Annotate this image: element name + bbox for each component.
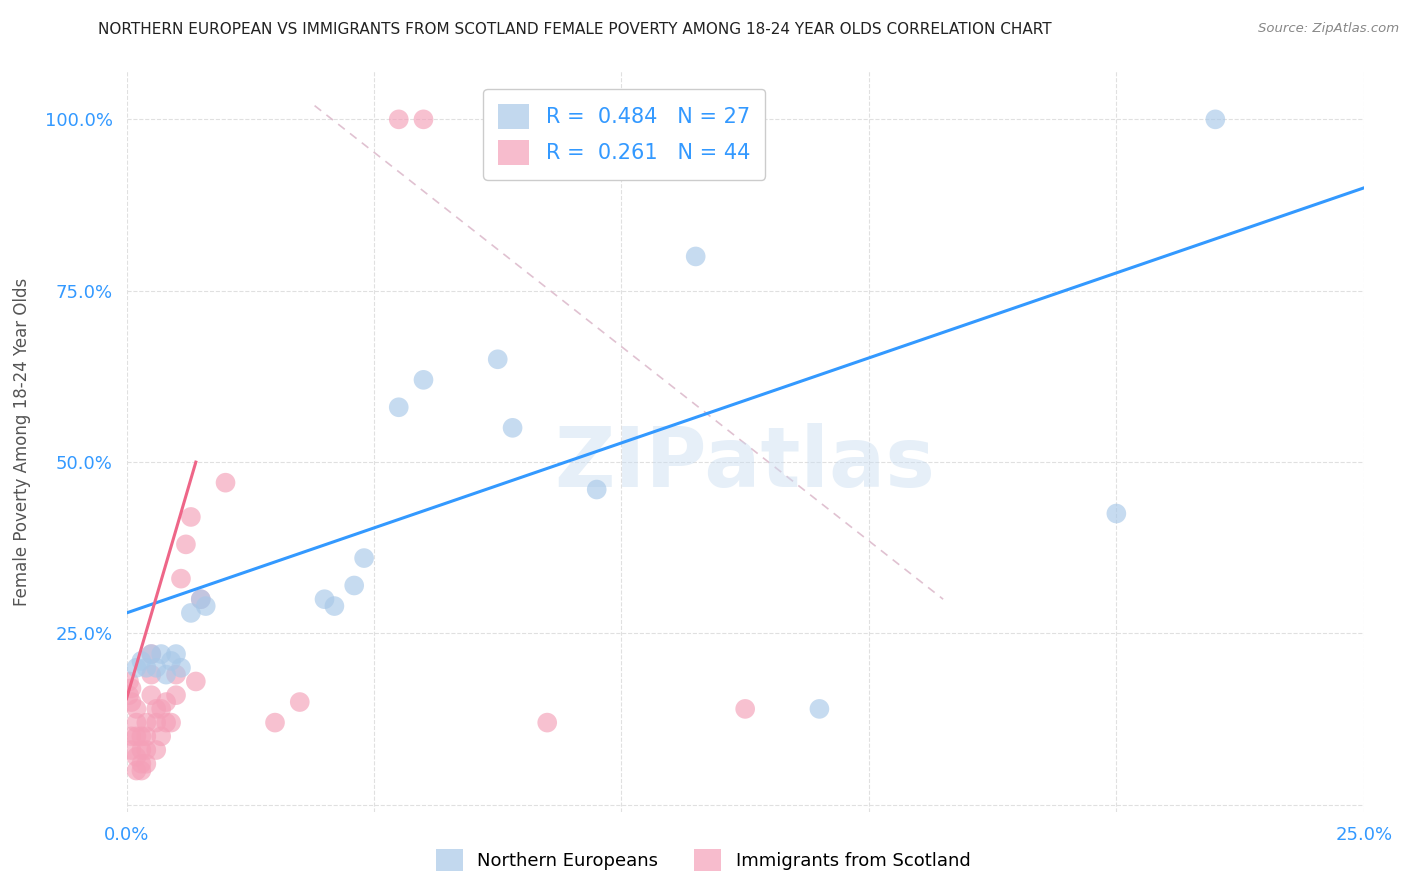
Point xyxy=(135,729,157,743)
Point xyxy=(155,715,177,730)
Point xyxy=(264,715,287,730)
Point xyxy=(353,551,375,566)
Point xyxy=(118,688,141,702)
Point xyxy=(121,743,143,757)
Point xyxy=(135,715,157,730)
Point xyxy=(141,667,163,681)
Point xyxy=(155,667,177,681)
Point xyxy=(388,401,411,415)
Point xyxy=(118,674,141,689)
Point xyxy=(131,764,153,778)
Point xyxy=(125,661,148,675)
Point xyxy=(214,475,236,490)
Point xyxy=(141,688,163,702)
Point xyxy=(145,702,167,716)
Point xyxy=(150,729,173,743)
Point xyxy=(685,250,707,264)
Point xyxy=(125,764,148,778)
Point xyxy=(1105,507,1128,521)
Point xyxy=(131,729,153,743)
Point xyxy=(131,756,153,771)
Text: ZIPatlas: ZIPatlas xyxy=(555,423,935,504)
Text: Source: ZipAtlas.com: Source: ZipAtlas.com xyxy=(1258,22,1399,36)
Point xyxy=(145,715,167,730)
Y-axis label: Female Poverty Among 18-24 Year Olds: Female Poverty Among 18-24 Year Olds xyxy=(13,277,31,606)
Point xyxy=(190,592,212,607)
Point xyxy=(121,695,143,709)
Point xyxy=(145,743,167,757)
Point xyxy=(808,702,831,716)
Point xyxy=(170,572,193,586)
Point xyxy=(135,743,157,757)
Point xyxy=(131,743,153,757)
Point xyxy=(125,750,148,764)
Point xyxy=(135,661,157,675)
Point xyxy=(536,715,558,730)
Point xyxy=(190,592,212,607)
Point xyxy=(165,647,187,661)
Point xyxy=(125,702,148,716)
Legend: R =  0.484   N = 27, R =  0.261   N = 44: R = 0.484 N = 27, R = 0.261 N = 44 xyxy=(484,89,765,179)
Point xyxy=(155,695,177,709)
Point xyxy=(314,592,336,607)
Point xyxy=(323,599,346,613)
Point xyxy=(610,112,633,127)
Point xyxy=(174,537,197,551)
Point xyxy=(121,681,143,696)
Point xyxy=(150,647,173,661)
Point xyxy=(180,510,202,524)
Point xyxy=(180,606,202,620)
Point xyxy=(388,112,411,127)
Point xyxy=(160,715,183,730)
Point xyxy=(121,729,143,743)
Point xyxy=(194,599,217,613)
Point xyxy=(288,695,311,709)
Point xyxy=(160,654,183,668)
Point xyxy=(585,483,607,497)
Point xyxy=(135,756,157,771)
Point xyxy=(1204,112,1226,127)
Point xyxy=(184,674,207,689)
Point xyxy=(125,715,148,730)
Point xyxy=(502,421,524,435)
Point xyxy=(343,578,366,592)
Text: NORTHERN EUROPEAN VS IMMIGRANTS FROM SCOTLAND FEMALE POVERTY AMONG 18-24 YEAR OL: NORTHERN EUROPEAN VS IMMIGRANTS FROM SCO… xyxy=(98,22,1052,37)
Point xyxy=(170,661,193,675)
Point xyxy=(734,702,756,716)
Point xyxy=(412,373,434,387)
Legend: Northern Europeans, Immigrants from Scotland: Northern Europeans, Immigrants from Scot… xyxy=(429,842,977,879)
Point xyxy=(412,112,434,127)
Point xyxy=(141,647,163,661)
Point xyxy=(125,729,148,743)
Point xyxy=(165,688,187,702)
Point xyxy=(145,661,167,675)
Point xyxy=(131,654,153,668)
Point xyxy=(486,352,509,367)
Point xyxy=(165,667,187,681)
Point xyxy=(141,647,163,661)
Point xyxy=(150,702,173,716)
